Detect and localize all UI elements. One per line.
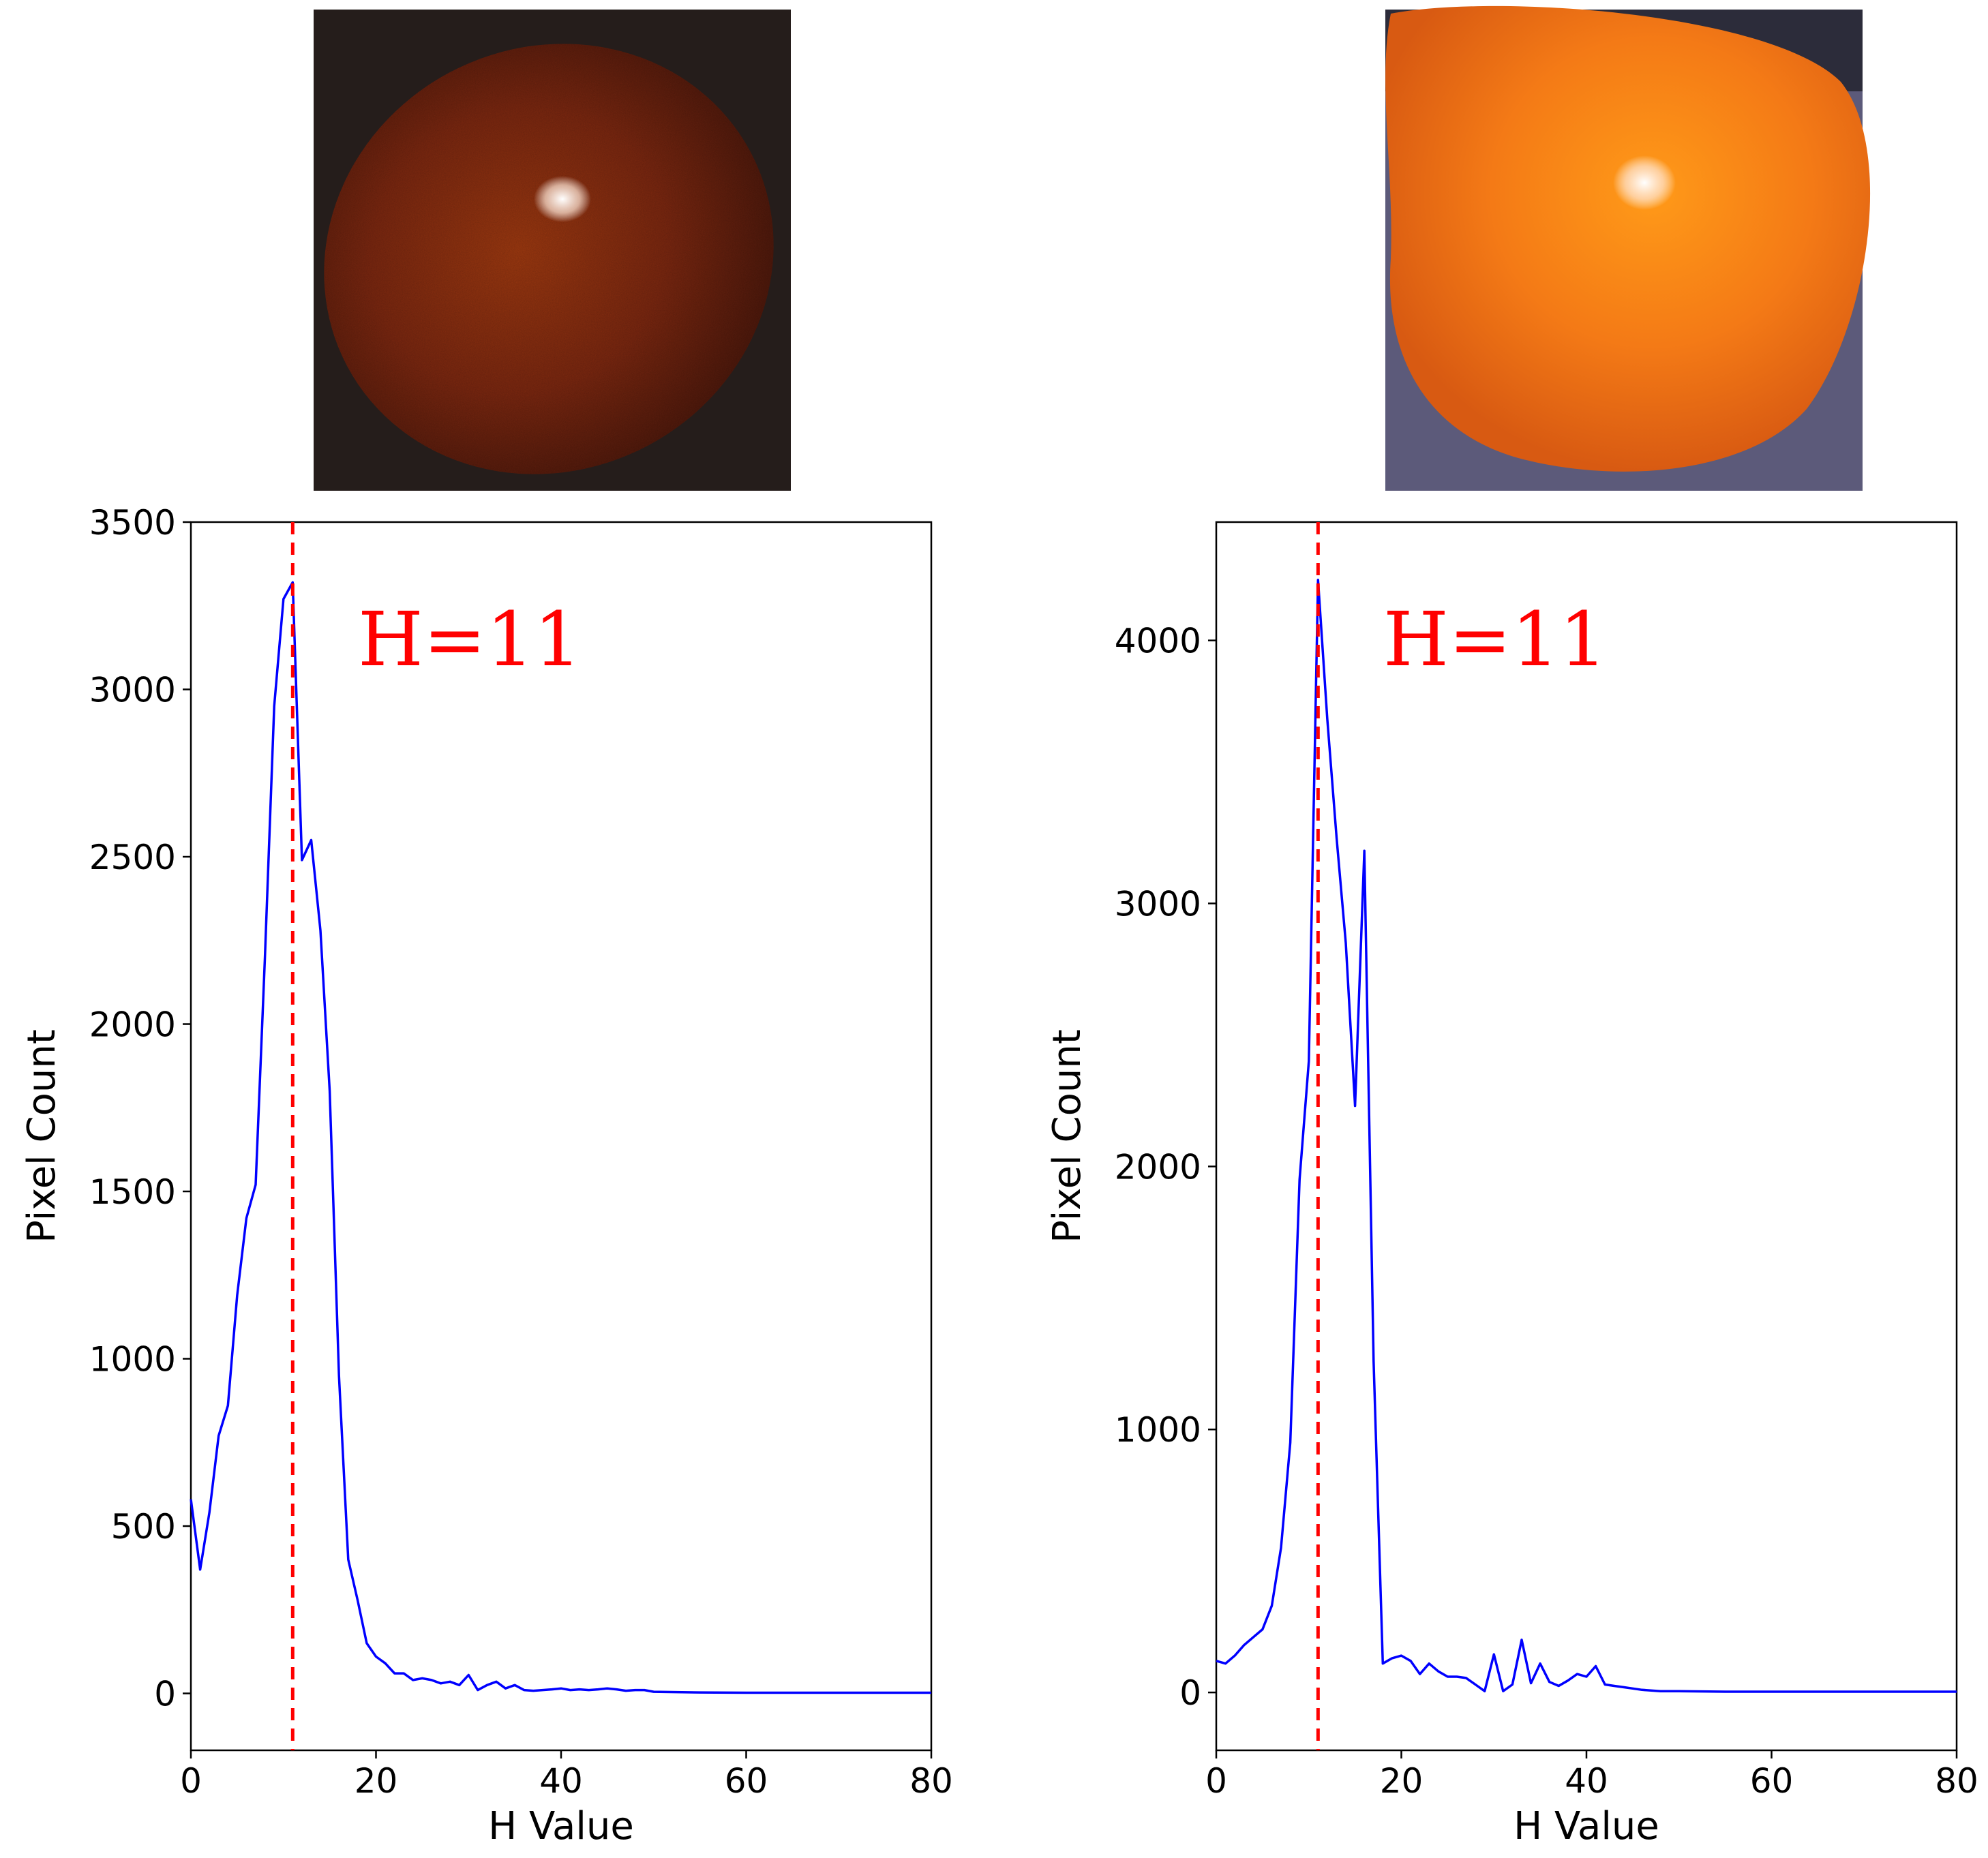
left-y-tick-label: 1000 <box>89 1340 176 1380</box>
right-y-tick-label: 1000 <box>1115 1410 1201 1450</box>
right-peak-annotation: H=11 <box>1383 596 1607 683</box>
left-x-tick-label: 80 <box>909 1761 953 1801</box>
left-peak-annotation: H=11 <box>358 596 582 683</box>
left-y-tick-label: 3500 <box>89 503 176 543</box>
left-x-tick-label: 60 <box>725 1761 768 1801</box>
left-y-tick-label: 3000 <box>89 671 176 710</box>
left-y-tick-label: 1500 <box>89 1172 176 1212</box>
tomato-photo-dark <box>314 10 791 491</box>
right-x-tick-label: 20 <box>1380 1761 1424 1801</box>
right-plot-frame <box>1215 521 1958 1752</box>
left-y-axis-label: Pixel Count <box>20 1029 64 1243</box>
right-chart-panel: 0 20 40 60 80 0 1000 2000 3000 4000 H Value Pixel C… <box>1045 521 1978 1848</box>
left-y-tick-label: 0 <box>154 1675 176 1714</box>
right-x-axis-label: H Value <box>1513 1804 1659 1848</box>
left-y-tick-label: 500 <box>111 1507 176 1547</box>
tomato-photo-bright <box>1385 5 1871 491</box>
right-histogram-line <box>1216 579 1957 1693</box>
left-y-tick-label: 2000 <box>89 1005 176 1045</box>
right-x-tick-label: 60 <box>1750 1761 1794 1801</box>
right-y-tick-label: 3000 <box>1115 885 1201 924</box>
left-x-tick-label: 0 <box>180 1761 202 1801</box>
right-y-tick-label: 4000 <box>1115 622 1201 661</box>
right-y-tick-label: 2000 <box>1115 1147 1201 1187</box>
left-plot-frame <box>190 521 933 1752</box>
right-y-axis-label: Pixel Count <box>1045 1029 1089 1243</box>
right-x-tick-label: 0 <box>1205 1761 1227 1801</box>
left-chart-panel: 0 20 40 60 80 0 500 1000 1500 2000 2500 3000 3500 H V… <box>20 503 953 1848</box>
right-x-tick-label: 80 <box>1935 1761 1978 1801</box>
left-y-tick-label: 2500 <box>89 838 176 877</box>
right-y-tick-label: 0 <box>1179 1673 1201 1713</box>
left-histogram-line <box>190 581 931 1694</box>
left-x-tick-label: 20 <box>355 1761 398 1801</box>
left-x-axis-label: H Value <box>488 1804 634 1848</box>
left-x-tick-label: 40 <box>539 1761 583 1801</box>
right-x-tick-label: 40 <box>1565 1761 1608 1801</box>
